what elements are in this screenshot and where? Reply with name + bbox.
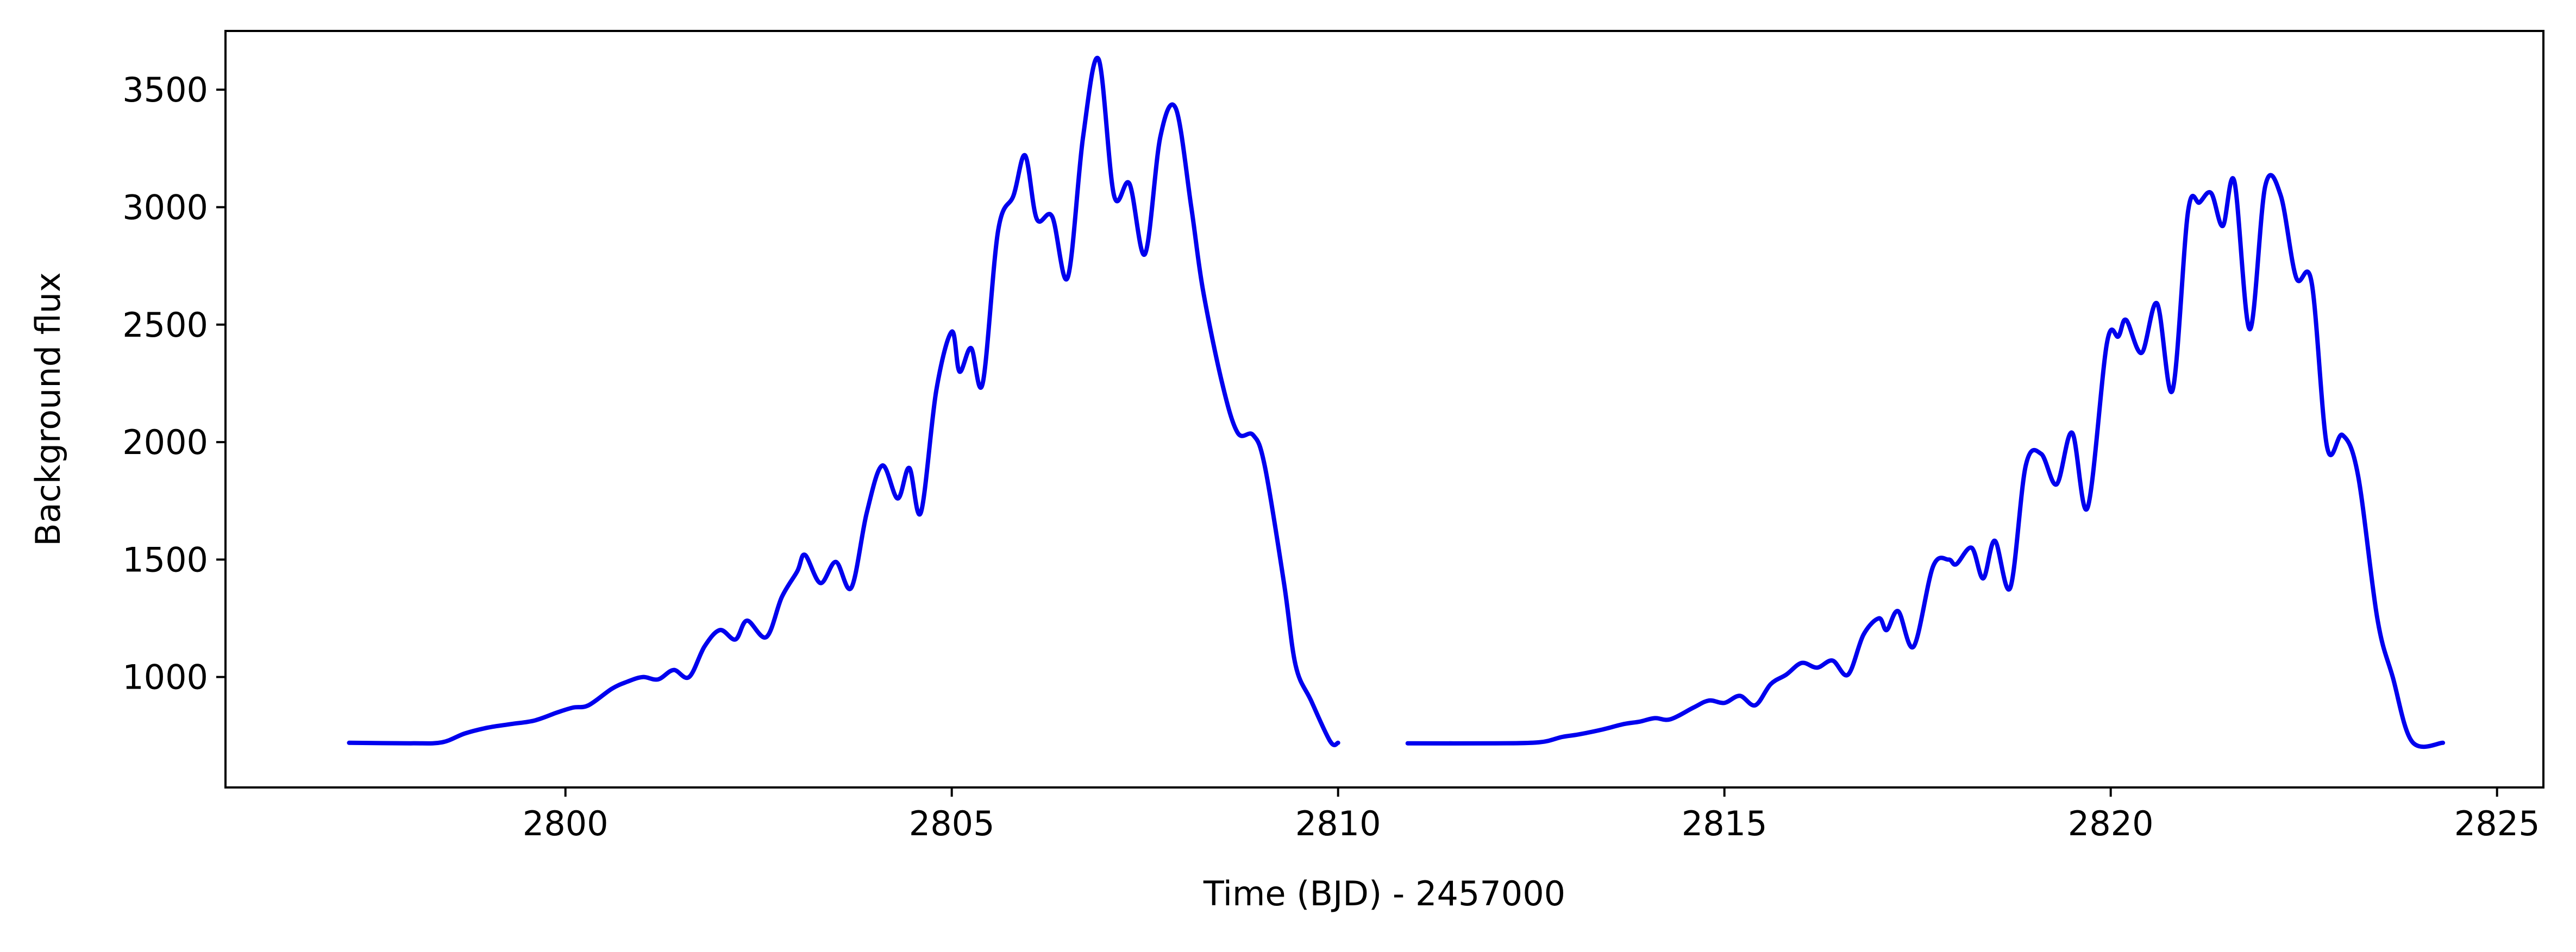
axes-layer: 2800 2805 2810 2815 2820 2825 1000 1500 2000 2500… — [122, 30, 2544, 843]
x-tick-label: 2810 — [1295, 804, 1381, 843]
series-line-segment-1 — [347, 55, 1340, 747]
y-tick-label: 2000 — [122, 423, 208, 462]
plot-frame — [224, 30, 2544, 789]
y-tick-label: 2500 — [122, 305, 208, 345]
x-tick-label: 2805 — [909, 804, 995, 843]
series-line-segment-2 — [1405, 173, 2446, 749]
y-tick-label: 1000 — [122, 658, 208, 697]
data-layer — [347, 55, 2446, 749]
y-tick-label: 3000 — [122, 187, 208, 227]
y-axis-label: Background flux — [28, 272, 68, 546]
x-axis-label: Time (BJD) - 2457000 — [1203, 874, 1565, 913]
y-tick-label: 3500 — [122, 70, 208, 110]
x-tick-label: 2820 — [2068, 804, 2154, 843]
x-tick-label: 2825 — [2454, 804, 2540, 843]
y-tick-label: 1500 — [122, 540, 208, 579]
x-tick-label: 2800 — [523, 804, 609, 843]
x-tick-label: 2815 — [1682, 804, 1768, 843]
